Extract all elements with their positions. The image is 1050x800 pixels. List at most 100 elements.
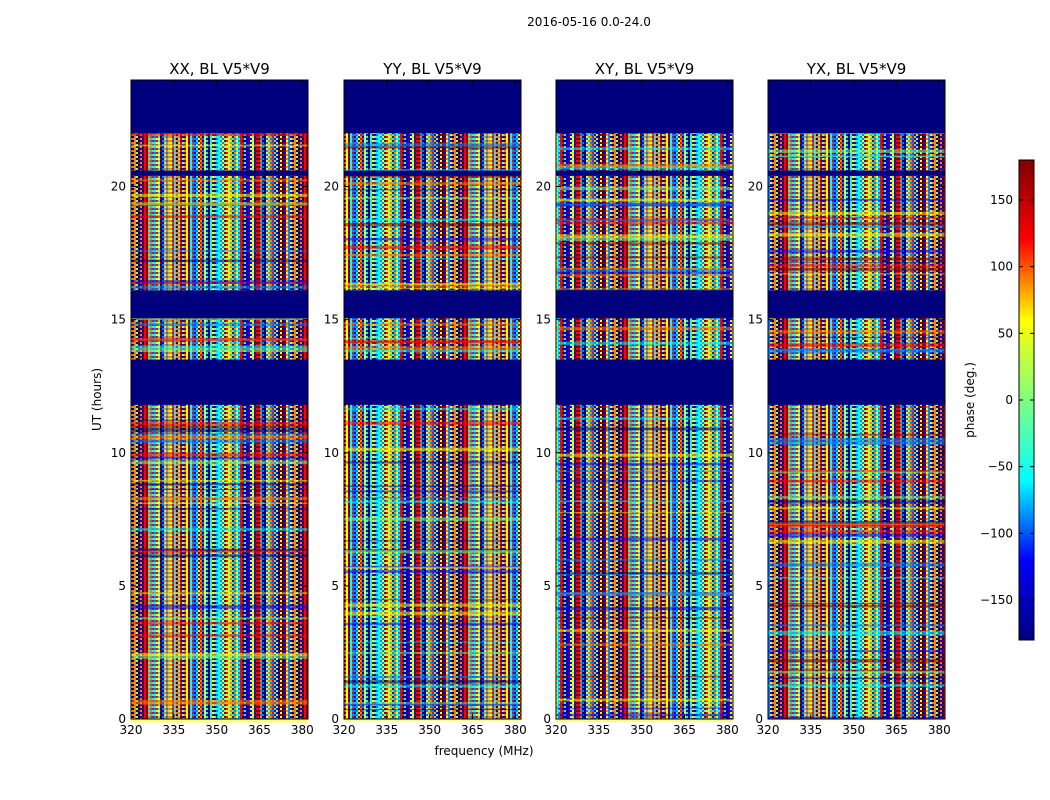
phase-stripe [131, 652, 308, 656]
flagged-range [556, 359, 733, 405]
phase-stripe [344, 340, 521, 344]
phase-stripe [768, 273, 945, 275]
phase-stripe [768, 677, 945, 680]
phase-stripe [556, 203, 733, 206]
phase-stripe [556, 462, 733, 466]
phase-stripe [556, 234, 733, 238]
phase-stripe [556, 242, 733, 245]
phase-stripe [131, 345, 308, 349]
phase-stripe [768, 249, 945, 253]
flagged-range [131, 80, 308, 134]
flagged-range [556, 290, 733, 319]
phase-stripe [131, 422, 308, 425]
phase-stripe [556, 222, 733, 225]
phase-stripe [344, 169, 521, 172]
y-tick-label: 20 [324, 180, 339, 194]
phase-stripe [344, 421, 521, 425]
flagged-range [344, 80, 521, 134]
panels: XX, BL V5*V9 320 335 350 365 380 0 5 10 15 20 UT (h… [90, 60, 951, 758]
phase-stripe [556, 537, 733, 541]
phase-stripe [344, 708, 521, 711]
x-tick-label: 350 [842, 723, 865, 737]
phase-stripe [131, 702, 308, 705]
phase-stripe [344, 496, 521, 499]
phase-stripe [556, 718, 733, 723]
phase-stripe [344, 603, 521, 607]
phase-stripe [131, 250, 308, 252]
phase-stripe [344, 142, 521, 147]
y-tick-label: 5 [331, 579, 339, 593]
x-tick-label: 350 [205, 723, 228, 737]
phase-stripe [131, 316, 308, 321]
y-tick-label: 5 [543, 579, 551, 593]
phase-stripe [131, 432, 308, 435]
phase-stripe [131, 144, 308, 147]
phase-stripe [556, 417, 733, 420]
phase-stripe [344, 611, 521, 616]
phase-stripe [344, 676, 521, 678]
x-tick-label: 350 [630, 723, 653, 737]
x-tick-label: 320 [333, 723, 356, 737]
phase-stripe [344, 258, 521, 260]
figure-title: 2016-05-16 0.0-24.0 [527, 15, 651, 29]
phase-stripe [131, 699, 308, 703]
phase-stripe [556, 480, 733, 482]
x-tick-label: 380 [928, 723, 951, 737]
phase-stripe [131, 338, 308, 342]
x-tick-label: 320 [757, 723, 780, 737]
phase-stripe [768, 630, 945, 632]
phase-stripe [344, 408, 521, 411]
flagged-range [131, 170, 308, 176]
phase-stripe [344, 146, 521, 149]
phase-stripe [344, 218, 521, 222]
phase-stripe [768, 624, 945, 627]
phase-stripe [556, 147, 733, 150]
panel-yx: YX, BL V5*V9 320 335 350 365 380 0 5 10 15 20 [748, 60, 951, 737]
phase-stripe [556, 500, 733, 503]
phase-stripe [344, 349, 521, 353]
phase-stripe [556, 268, 733, 272]
phase-stripe [768, 149, 945, 153]
x-tick-label: 365 [248, 723, 271, 737]
phase-stripe [131, 439, 308, 444]
phase-stripe [768, 225, 945, 228]
y-tick-label: 10 [111, 446, 126, 460]
flagged-range [131, 290, 308, 319]
y-tick-label: 0 [331, 712, 339, 726]
phase-stripe [556, 453, 733, 457]
phase-stripe [768, 684, 945, 687]
phase-stripe [556, 572, 733, 575]
phase-stripe [131, 592, 308, 595]
phase-stripe [768, 602, 945, 605]
phase-stripe [768, 669, 945, 672]
phase-stripe [344, 253, 521, 257]
panel-frame [343, 79, 522, 720]
phase-stripe [131, 282, 308, 284]
phase-stripe [768, 631, 945, 636]
phase-stripe [556, 707, 733, 709]
phase-stripe [556, 592, 733, 596]
phase-stripe [131, 483, 308, 486]
phase-stripe [768, 262, 945, 264]
phase-stripe [131, 202, 308, 206]
phase-stripe [556, 470, 733, 472]
x-tick-label: 320 [120, 723, 143, 737]
phase-stripe [344, 540, 521, 542]
flagged-range [768, 359, 945, 405]
phase-stripe [768, 530, 945, 533]
phase-stripe [556, 164, 733, 168]
phase-stripe [556, 617, 733, 619]
phase-stripe [131, 425, 308, 429]
phase-stripe [556, 643, 733, 646]
phase-stripe [556, 219, 733, 222]
phase-stripe [131, 718, 308, 723]
flagged-range [131, 359, 308, 405]
phase-stripe [556, 698, 733, 702]
phase-stripe [131, 496, 308, 501]
colorbar-tick-label: 50 [998, 326, 1013, 340]
phase-stripe [131, 428, 308, 433]
phase-stripe [344, 222, 521, 227]
flagged-range [344, 290, 521, 319]
flagged-range [344, 359, 521, 405]
